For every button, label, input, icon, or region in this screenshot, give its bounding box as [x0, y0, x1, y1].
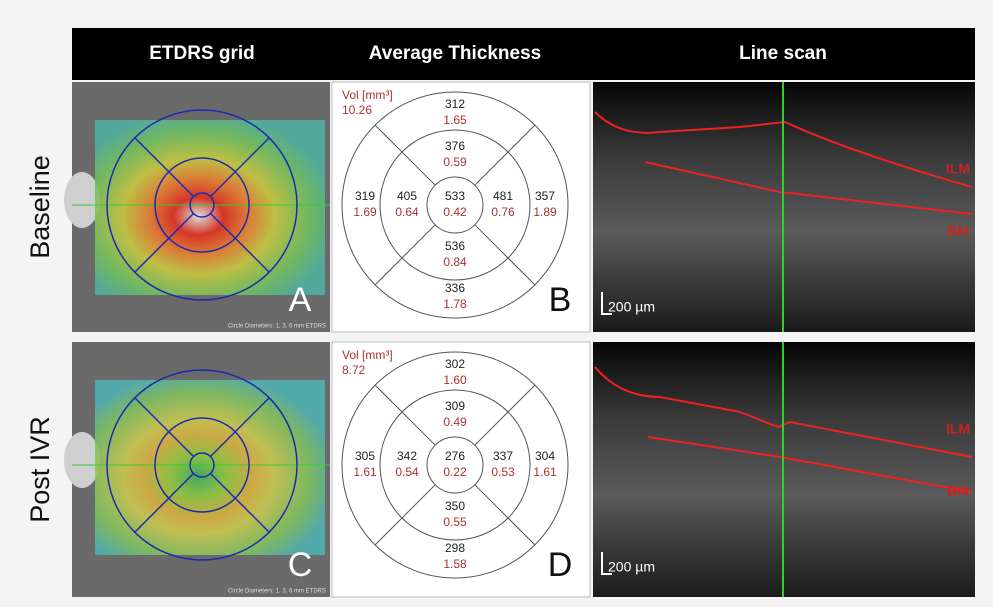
column-header: ETDRS grid: [149, 43, 255, 64]
sector-volume: 0.76: [491, 205, 515, 219]
thickness-map: [95, 380, 325, 555]
sector-thickness: 350: [445, 499, 465, 513]
sector-volume: 1.61: [533, 465, 557, 479]
sector-volume: 0.64: [395, 205, 419, 219]
fundus-note: Circle Diameters: 1, 3, 6 mm ETDRS: [228, 324, 326, 330]
scale-bar-label: 200 µm: [608, 299, 655, 315]
sector-volume: 0.55: [443, 515, 467, 529]
sector-volume: 0.49: [443, 415, 467, 429]
sector-volume: 1.65: [443, 113, 467, 127]
sector-thickness: 298: [445, 541, 465, 555]
layer-label: BM: [947, 483, 969, 499]
sector-volume: 0.42: [443, 205, 467, 219]
fundus-note: Circle Diameters: 1, 3, 6 mm ETDRS: [228, 589, 326, 595]
figure: ETDRS grid Average Thickness Line scan Base…: [0, 0, 993, 607]
sector-thickness: 536: [445, 239, 465, 253]
optic-disc: [64, 432, 100, 488]
sector-thickness: 336: [445, 281, 465, 295]
sector-volume: 0.22: [443, 465, 467, 479]
volume-value: 10.26: [342, 103, 372, 117]
sector-thickness: 302: [445, 357, 465, 371]
layer-label: ILM: [946, 421, 970, 437]
sector-thickness: 533: [445, 189, 465, 203]
panel-letter: A: [289, 281, 312, 319]
sector-thickness: 312: [445, 97, 465, 111]
layer-label: BM: [947, 223, 969, 239]
sector-volume: 0.53: [491, 465, 515, 479]
sector-thickness: 481: [493, 189, 513, 203]
sector-thickness: 357: [535, 189, 555, 203]
sector-thickness: 342: [397, 449, 417, 463]
sector-thickness: 276: [445, 449, 465, 463]
volume-label: Vol [mm³]: [342, 88, 393, 102]
sector-thickness: 319: [355, 189, 375, 203]
sector-thickness: 304: [535, 449, 555, 463]
sector-thickness: 376: [445, 139, 465, 153]
sector-thickness: 305: [355, 449, 375, 463]
column-header: Line scan: [739, 43, 827, 64]
sector-volume: 1.60: [443, 373, 467, 387]
scale-bar-label: 200 µm: [608, 559, 655, 575]
sector-volume: 1.61: [353, 465, 377, 479]
column-header: Average Thickness: [369, 43, 542, 64]
layer-label: ILM: [946, 161, 970, 177]
sector-thickness: 309: [445, 399, 465, 413]
sector-volume: 0.84: [443, 255, 467, 269]
sector-volume: 1.69: [353, 205, 377, 219]
panel-letter: D: [548, 546, 573, 584]
sector-volume: 0.59: [443, 155, 467, 169]
sector-thickness: 405: [397, 189, 417, 203]
panel-letter: C: [288, 546, 313, 584]
volume-value: 8.72: [342, 363, 366, 377]
thickness-map: [95, 120, 325, 295]
panel-letter: B: [549, 281, 572, 319]
sector-volume: 1.78: [443, 297, 467, 311]
row-label: Post IVR: [25, 416, 55, 523]
sector-volume: 0.54: [395, 465, 419, 479]
sector-volume: 1.58: [443, 557, 467, 571]
volume-label: Vol [mm³]: [342, 348, 393, 362]
row-label: Baseline: [25, 155, 55, 259]
sector-volume: 1.89: [533, 205, 557, 219]
sector-thickness: 337: [493, 449, 513, 463]
optic-disc: [64, 172, 100, 228]
